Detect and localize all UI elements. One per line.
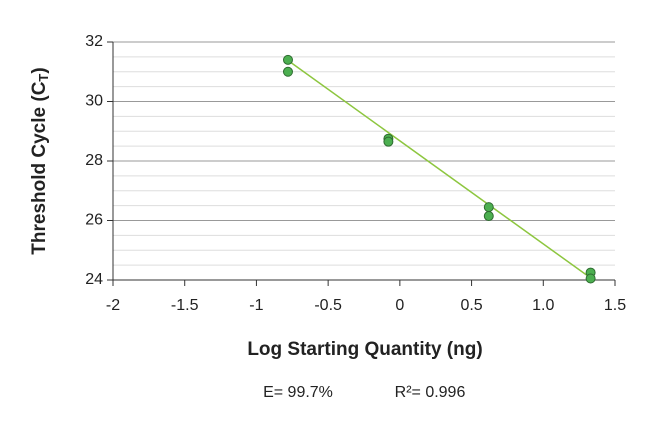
y-tick-label: 28 — [85, 152, 103, 169]
y-label-sub: T — [36, 74, 51, 82]
x-tick-label: -2 — [106, 297, 120, 314]
y-tick-label: 32 — [85, 33, 103, 50]
trendline — [284, 57, 594, 281]
x-axis-label: Log Starting Quantity (ng) — [247, 339, 482, 360]
x-tick-label: 1.0 — [532, 297, 554, 314]
data-point — [585, 273, 596, 284]
data-point — [282, 54, 293, 65]
x-tick-label: 1.5 — [604, 297, 626, 314]
x-tick-label: -1.5 — [171, 297, 199, 314]
y-tick-label: 30 — [85, 93, 103, 110]
y-axis-label: Threshold Cycle (CT) — [29, 67, 51, 254]
data-point — [483, 211, 494, 222]
annotation: R²= 0.996 — [395, 384, 466, 401]
y-tick-label: 26 — [85, 212, 103, 229]
data-point — [383, 136, 394, 147]
y-label-end: ) — [29, 67, 50, 73]
x-tick-label: -1 — [249, 297, 263, 314]
x-tick-label: -0.5 — [314, 297, 342, 314]
y-label-text: Threshold Cycle (C — [29, 81, 50, 254]
data-point — [282, 66, 293, 77]
data-point — [483, 202, 494, 213]
x-tick-label: 0.5 — [460, 297, 482, 314]
x-tick-label: 0 — [395, 297, 404, 314]
y-tick-label: 24 — [85, 271, 103, 288]
annotation: E= 99.7% — [263, 384, 333, 401]
